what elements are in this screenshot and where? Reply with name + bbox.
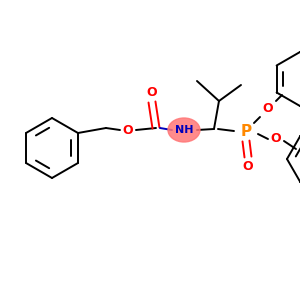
Text: P: P xyxy=(240,124,251,139)
Text: NH: NH xyxy=(175,125,193,135)
Text: O: O xyxy=(123,124,133,136)
Text: O: O xyxy=(271,133,281,146)
Text: O: O xyxy=(263,103,273,116)
Ellipse shape xyxy=(168,118,200,142)
Text: O: O xyxy=(243,160,253,173)
Text: O: O xyxy=(147,85,157,98)
